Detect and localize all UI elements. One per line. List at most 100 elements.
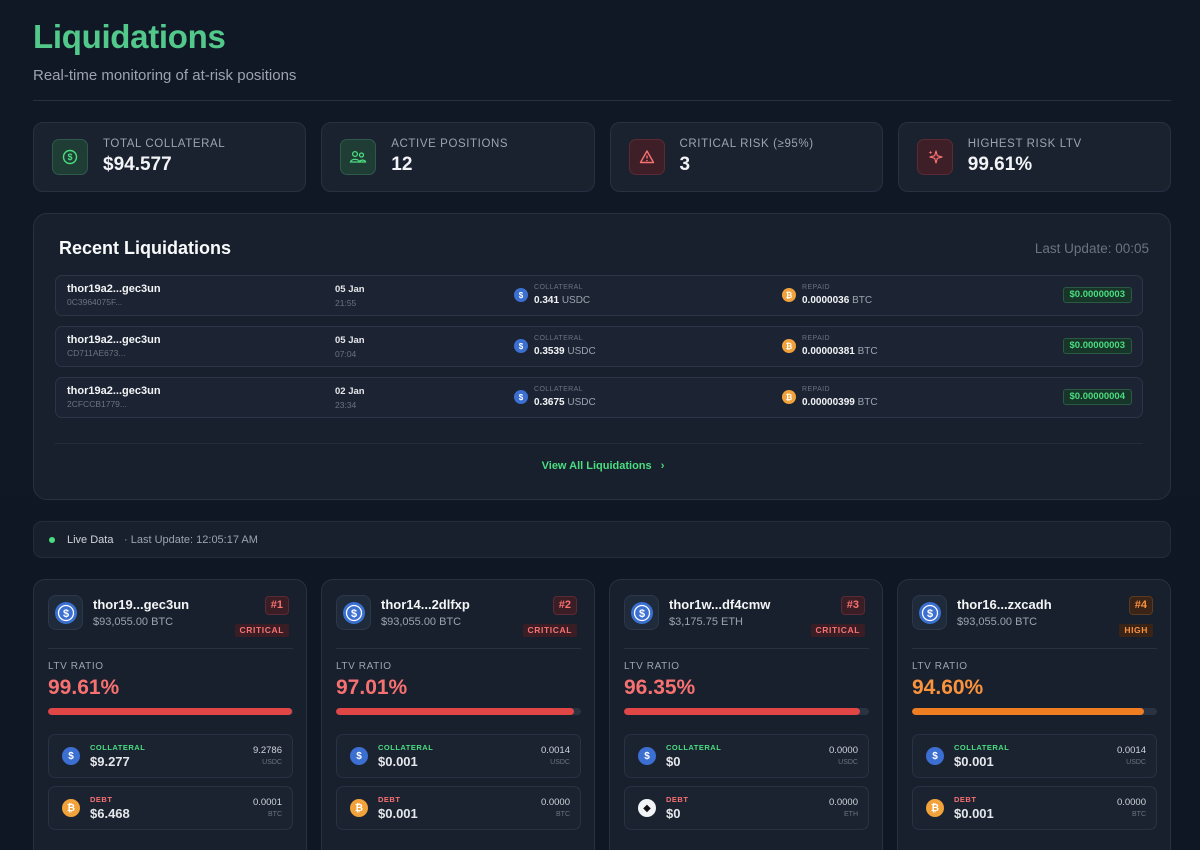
liquidation-row[interactable]: thor19a2...gec3un 0C3964075F... 05 Jan 2…: [55, 275, 1143, 316]
liquidation-value-badge: $0.00000003: [1062, 338, 1132, 354]
ltv-progress-fill: [48, 708, 293, 715]
btc-coin-icon: ₿: [62, 799, 80, 817]
stat-label: CRITICAL RISK (≥95%): [679, 138, 814, 150]
recent-divider: [55, 443, 1143, 444]
stat-critical-risk: CRITICAL RISK (≥95%) 3: [609, 122, 883, 192]
recent-last-update: Last Update: 00:05: [1034, 241, 1149, 256]
risk-badge: CRITICAL: [234, 624, 289, 637]
liquidation-date: 02 Jan: [335, 386, 365, 397]
live-last-update: · Last Update: 12:05:17 AM: [124, 534, 258, 546]
position-address: thor19...gec3un: [93, 597, 190, 612]
debt-usd: $0.001: [378, 806, 418, 821]
ltv-label: LTV RATIO: [336, 661, 392, 672]
debt-unit: ETH: [844, 811, 858, 818]
repaid-amount: 0.00000399 BTC: [802, 397, 878, 408]
collateral-usd: $0.001: [954, 754, 994, 769]
liquidation-time: 23:34: [335, 400, 357, 410]
position-address: thor16...zxcadh: [957, 597, 1052, 612]
card-divider: [336, 648, 581, 649]
btc-coin-icon: ₿: [782, 390, 796, 404]
view-all-liquidations-link[interactable]: View All Liquidations ›: [34, 460, 1172, 472]
collateral-box: $ COLLATERAL $0.001 0.0014 USDC: [912, 734, 1157, 778]
risk-badge: HIGH: [1119, 624, 1153, 637]
eth-coin-icon: ◆: [638, 799, 656, 817]
liquidation-time: 21:55: [335, 298, 357, 308]
liquidation-row[interactable]: thor19a2...gec3un CD711AE673... 05 Jan 0…: [55, 326, 1143, 367]
collateral-unit: USDC: [838, 759, 858, 766]
collateral-qty: 0.0000: [828, 745, 858, 756]
debt-qty: 0.0000: [1116, 797, 1146, 808]
svg-text:$: $: [350, 608, 356, 620]
svg-text:$: $: [638, 608, 644, 620]
collateral-unit: USDC: [550, 759, 570, 766]
liquidation-value-badge: $0.00000003: [1062, 287, 1132, 303]
collateral-label: COLLATERAL: [534, 284, 583, 291]
debt-unit: BTC: [556, 811, 570, 818]
ltv-progress-fill: [624, 708, 861, 715]
position-card[interactable]: $ thor16...zxcadh $93,055.00 BTC #4 HIGH…: [897, 579, 1171, 850]
liquidation-value-badge: $0.00000004: [1062, 389, 1132, 405]
collateral-usd: $0.001: [378, 754, 418, 769]
stat-label: ACTIVE POSITIONS: [391, 138, 509, 150]
position-value: $93,055.00 BTC: [93, 616, 174, 628]
collateral-box: $ COLLATERAL $0 0.0000 USDC: [624, 734, 869, 778]
recent-liquidations-title: Recent Liquidations: [59, 238, 232, 258]
debt-unit: BTC: [268, 811, 282, 818]
btc-coin-icon: ₿: [782, 288, 796, 302]
ltv-value: 94.60%: [912, 676, 984, 699]
debt-usd: $0.001: [954, 806, 994, 821]
usdc-coin-icon: $: [62, 747, 80, 765]
position-card[interactable]: $ thor19...gec3un $93,055.00 BTC #1 CRIT…: [33, 579, 307, 850]
stat-total-collateral: $ TOTAL COLLATERAL $94.577: [33, 122, 307, 192]
debt-box: ₿ DEBT $0.001 0.0000 BTC: [336, 786, 581, 830]
liquidation-address: thor19a2...gec3un: [67, 334, 161, 346]
debt-label: DEBT: [954, 795, 977, 804]
liquidation-row[interactable]: thor19a2...gec3un 2CFCCB1779... 02 Jan 2…: [55, 377, 1143, 418]
btc-coin-icon: ₿: [926, 799, 944, 817]
rank-badge: #3: [840, 596, 865, 615]
debt-label: DEBT: [666, 795, 689, 804]
liquidation-hash: 2CFCCB1779...: [67, 399, 127, 409]
users-icon: [340, 139, 377, 175]
collateral-usd: $0: [666, 754, 681, 769]
ltv-progress-bar: [48, 708, 293, 715]
risk-badge: CRITICAL: [522, 624, 577, 637]
dollar-circle-icon: $: [52, 139, 88, 175]
liquidation-address: thor19a2...gec3un: [67, 385, 161, 397]
debt-unit: BTC: [1132, 811, 1146, 818]
debt-box: ₿ DEBT $6.468 0.0001 BTC: [48, 786, 293, 830]
stat-value: $94.577: [103, 154, 172, 175]
live-data-label: Live Data: [67, 534, 114, 546]
stat-value: 12: [391, 154, 413, 175]
live-data-bar: Live Data · Last Update: 12:05:17 AM: [33, 521, 1171, 558]
debt-box: ◆ DEBT $0 0.0000 ETH: [624, 786, 869, 830]
risk-badge: CRITICAL: [810, 624, 865, 637]
stat-active-positions: ACTIVE POSITIONS 12: [321, 122, 595, 192]
rank-badge: #2: [552, 596, 577, 615]
ltv-progress-bar: [624, 708, 869, 715]
position-card[interactable]: $ thor1w...df4cmw $3,175.75 ETH #3 CRITI…: [609, 579, 883, 850]
position-value: $3,175.75 ETH: [669, 616, 743, 628]
liquidation-date: 05 Jan: [335, 335, 365, 346]
repaid-amount: 0.00000381 BTC: [802, 346, 878, 357]
header-divider: [33, 100, 1171, 101]
position-value: $93,055.00 BTC: [381, 616, 462, 628]
btc-coin-icon: ₿: [782, 339, 796, 353]
position-address: thor1w...df4cmw: [669, 597, 771, 612]
page-subtitle: Real-time monitoring of at-risk position…: [33, 67, 297, 84]
position-card[interactable]: $ thor14...2dlfxp $93,055.00 BTC #2 CRIT…: [321, 579, 595, 850]
repaid-amount: 0.0000036 BTC: [802, 295, 873, 306]
ltv-progress-bar: [336, 708, 581, 715]
usdc-coin-icon: $: [48, 595, 83, 630]
repaid-label: REPAID: [802, 335, 830, 342]
collateral-box: $ COLLATERAL $0.001 0.0014 USDC: [336, 734, 581, 778]
stat-value: 99.61%: [967, 154, 1033, 175]
collateral-label: COLLATERAL: [378, 743, 434, 752]
collateral-label: COLLATERAL: [666, 743, 722, 752]
position-value: $93,055.00 BTC: [957, 616, 1038, 628]
stat-label: TOTAL COLLATERAL: [103, 138, 226, 150]
sparkle-icon: [916, 139, 953, 175]
usdc-coin-icon: $: [624, 595, 659, 630]
collateral-amount: 0.3675 USDC: [534, 397, 596, 408]
rank-badge: #1: [264, 596, 289, 615]
